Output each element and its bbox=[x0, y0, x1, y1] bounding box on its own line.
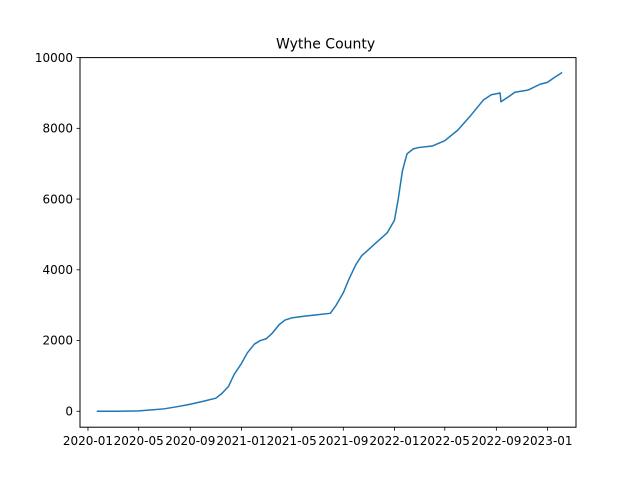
chart-title: Wythe County bbox=[276, 37, 375, 53]
series-line-0 bbox=[96, 71, 563, 413]
x-tick-label: 2021-05 bbox=[267, 434, 317, 448]
x-tick-label: 2022-09 bbox=[471, 434, 521, 448]
x-tick-label: 2020-01 bbox=[63, 434, 113, 448]
x-tick-label: 2021-01 bbox=[216, 434, 266, 448]
y-axis-ticks: 0 2000 4000 6000 8000 10000 bbox=[35, 51, 80, 418]
y-tick-label: 0 bbox=[65, 404, 73, 418]
axes-frame bbox=[79, 57, 577, 428]
x-tick-label: 2021-09 bbox=[318, 434, 368, 448]
y-tick-label: 10000 bbox=[35, 51, 73, 65]
y-tick-label: 6000 bbox=[42, 192, 73, 206]
x-tick-label: 2020-05 bbox=[114, 434, 164, 448]
y-tick-label: 8000 bbox=[42, 122, 73, 136]
y-tick-label: 4000 bbox=[42, 263, 73, 277]
x-axis-ticks: 2020-01 2020-05 2020-09 2021-01 2021-05 2021-… bbox=[63, 427, 573, 448]
x-tick-label: 2022-01 bbox=[369, 434, 419, 448]
x-tick-label: 2023-01 bbox=[522, 434, 572, 448]
y-tick-label: 2000 bbox=[42, 334, 73, 348]
x-tick-label: 2020-09 bbox=[165, 434, 215, 448]
plot-area bbox=[96, 71, 563, 413]
x-tick-label: 2022-05 bbox=[420, 434, 470, 448]
